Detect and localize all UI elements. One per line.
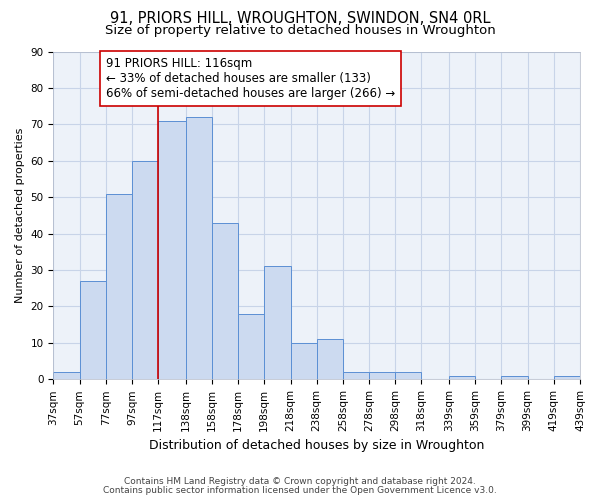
Text: Size of property relative to detached houses in Wroughton: Size of property relative to detached ho… (104, 24, 496, 37)
Bar (369, 372, 395, 380)
Bar (186, 117, 212, 380)
Bar (158, 120, 186, 380)
Bar (106, 194, 132, 380)
Bar (53, 372, 80, 380)
Bar (554, 376, 580, 380)
Bar (343, 372, 369, 380)
Bar (290, 343, 317, 380)
Text: Contains HM Land Registry data © Crown copyright and database right 2024.: Contains HM Land Registry data © Crown c… (124, 477, 476, 486)
Bar (238, 314, 265, 380)
Bar (502, 376, 527, 380)
Bar (395, 372, 421, 380)
Bar (80, 281, 106, 380)
Bar (132, 161, 158, 380)
Bar (212, 222, 238, 380)
Text: 91, PRIORS HILL, WROUGHTON, SWINDON, SN4 0RL: 91, PRIORS HILL, WROUGHTON, SWINDON, SN4… (110, 11, 490, 26)
Bar (317, 340, 343, 380)
X-axis label: Distribution of detached houses by size in Wroughton: Distribution of detached houses by size … (149, 440, 484, 452)
Text: Contains public sector information licensed under the Open Government Licence v3: Contains public sector information licen… (103, 486, 497, 495)
Bar (449, 376, 475, 380)
Bar (265, 266, 290, 380)
Y-axis label: Number of detached properties: Number of detached properties (15, 128, 25, 303)
Text: 91 PRIORS HILL: 116sqm
← 33% of detached houses are smaller (133)
66% of semi-de: 91 PRIORS HILL: 116sqm ← 33% of detached… (106, 57, 395, 100)
